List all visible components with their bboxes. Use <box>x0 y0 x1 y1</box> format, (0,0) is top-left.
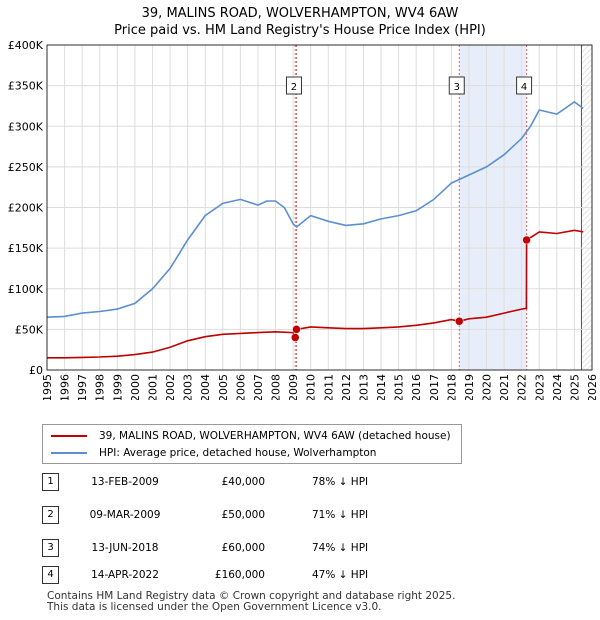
transaction-price: £50,000 <box>221 509 265 521</box>
x-tick-label: 2018 <box>445 374 458 400</box>
transaction-hpi-diff: 47% ↓ HPI <box>312 569 369 581</box>
x-tick-label: 2009 <box>287 374 300 400</box>
transaction-label-box <box>285 76 302 95</box>
transaction-hpi-diff: 78% ↓ HPI <box>312 476 369 488</box>
transaction-price: £160,000 <box>214 569 265 581</box>
transaction-date: 14-APR-2022 <box>91 569 159 581</box>
transaction-number: 3 <box>42 539 59 557</box>
x-tick-label: 2012 <box>340 374 353 400</box>
x-tick-label: 2015 <box>393 374 406 400</box>
transaction-hpi-diff: 74% ↓ HPI <box>312 542 369 554</box>
x-tick-label: 1996 <box>59 374 72 400</box>
y-tick-label: £350K <box>8 80 44 93</box>
x-tick-label: 2007 <box>252 374 265 400</box>
transaction-point <box>455 317 464 326</box>
x-tick-label: 2000 <box>129 374 142 400</box>
x-tick-label: 2010 <box>305 374 318 400</box>
transaction-price: £60,000 <box>221 542 265 554</box>
transaction-number: 2 <box>42 506 59 524</box>
legend: 39, MALINS ROAD, WOLVERHAMPTON, WV4 6AW … <box>42 424 462 464</box>
transaction-label-number: 4 <box>521 82 527 93</box>
transaction-row: 1 13-FEB-2009 £40,000 78% ↓ HPI <box>0 472 600 492</box>
transaction-date: 13-JUN-2018 <box>91 542 159 554</box>
x-tick-label: 2023 <box>533 374 546 400</box>
transaction-date: 13-FEB-2009 <box>91 476 159 488</box>
transaction-label-box <box>448 76 465 95</box>
x-tick-label: 2003 <box>182 374 195 400</box>
transaction-row: 2 09-MAR-2009 £50,000 71% ↓ HPI <box>0 505 600 525</box>
y-tick-label: £300K <box>8 120 44 133</box>
plot-border <box>46 44 593 371</box>
x-tick-label: 2017 <box>428 374 441 400</box>
x-tick-label: 2025 <box>568 374 581 400</box>
footer-copyright: Contains HM Land Registry data © Crown c… <box>47 590 456 602</box>
x-tick-label: 2008 <box>270 374 283 400</box>
x-tick-label: 2004 <box>199 374 212 400</box>
x-tick-label: 2006 <box>234 374 247 400</box>
x-tick-label: 2016 <box>410 374 423 400</box>
x-tick-label: 2020 <box>481 374 494 400</box>
transaction-point <box>290 333 300 342</box>
x-tick-label: 1999 <box>111 374 124 400</box>
transaction-label-number: 3 <box>454 82 460 93</box>
chart-title-line-1: 39, MALINS ROAD, WOLVERHAMPTON, WV4 6AW <box>141 6 459 21</box>
x-tick-label: 2021 <box>498 374 511 400</box>
price-chart: £0 £50K £100K £150K £200K £250K £300K £350K £400… <box>8 39 599 400</box>
hpi-series-line <box>46 100 584 318</box>
x-tick-label: 1997 <box>76 374 89 400</box>
y-tick-label: £250K <box>8 161 44 174</box>
y-tick-label: £0 <box>29 364 43 377</box>
transaction-label-box <box>516 76 533 95</box>
transaction-date: 09-MAR-2009 <box>89 509 161 521</box>
transaction-label-number: 2 <box>291 82 297 93</box>
legend-label-property: 39, MALINS ROAD, WOLVERHAMPTON, WV4 6AW … <box>99 430 451 442</box>
x-tick-label: 2002 <box>164 374 177 400</box>
x-tick-label: 2019 <box>463 374 476 400</box>
x-tick-label: 2011 <box>322 374 335 400</box>
transaction-row: 3 13-JUN-2018 £60,000 74% ↓ HPI <box>0 538 600 558</box>
y-tick-label: £150K <box>8 242 44 255</box>
transaction-number: 1 <box>42 473 59 491</box>
transaction-number: 4 <box>42 566 59 584</box>
property-series-line <box>47 229 584 359</box>
legend-line-property <box>51 435 87 437</box>
y-tick-label: £100K <box>8 283 44 296</box>
x-tick-label: 2022 <box>516 374 529 400</box>
chart-title-line-2: Price paid vs. HM Land Registry's House … <box>114 23 486 38</box>
y-tick-label: £200K <box>8 202 44 215</box>
x-tick-label: 2024 <box>551 374 564 400</box>
x-tick-label: 1998 <box>94 374 107 400</box>
x-tick-label: 2001 <box>146 374 159 400</box>
legend-line-hpi <box>51 452 87 454</box>
transaction-point <box>522 235 531 245</box>
transaction-price: £40,000 <box>221 476 265 488</box>
transaction-hpi-diff: 71% ↓ HPI <box>312 509 369 521</box>
x-tick-label: 2026 <box>586 374 599 400</box>
footer-licence: This data is licensed under the Open Gov… <box>47 601 382 613</box>
y-tick-label: £400K <box>8 39 44 52</box>
x-tick-label: 1995 <box>41 374 54 400</box>
transaction-row: 4 14-APR-2022 £160,000 47% ↓ HPI <box>0 565 600 585</box>
x-tick-label: 2013 <box>357 374 370 400</box>
legend-label-hpi: HPI: Average price, detached house, Wolv… <box>99 447 377 459</box>
transaction-point <box>292 325 301 334</box>
x-tick-label: 2005 <box>217 374 230 400</box>
x-tick-label: 2014 <box>375 374 388 400</box>
y-tick-label: £50K <box>15 323 44 336</box>
